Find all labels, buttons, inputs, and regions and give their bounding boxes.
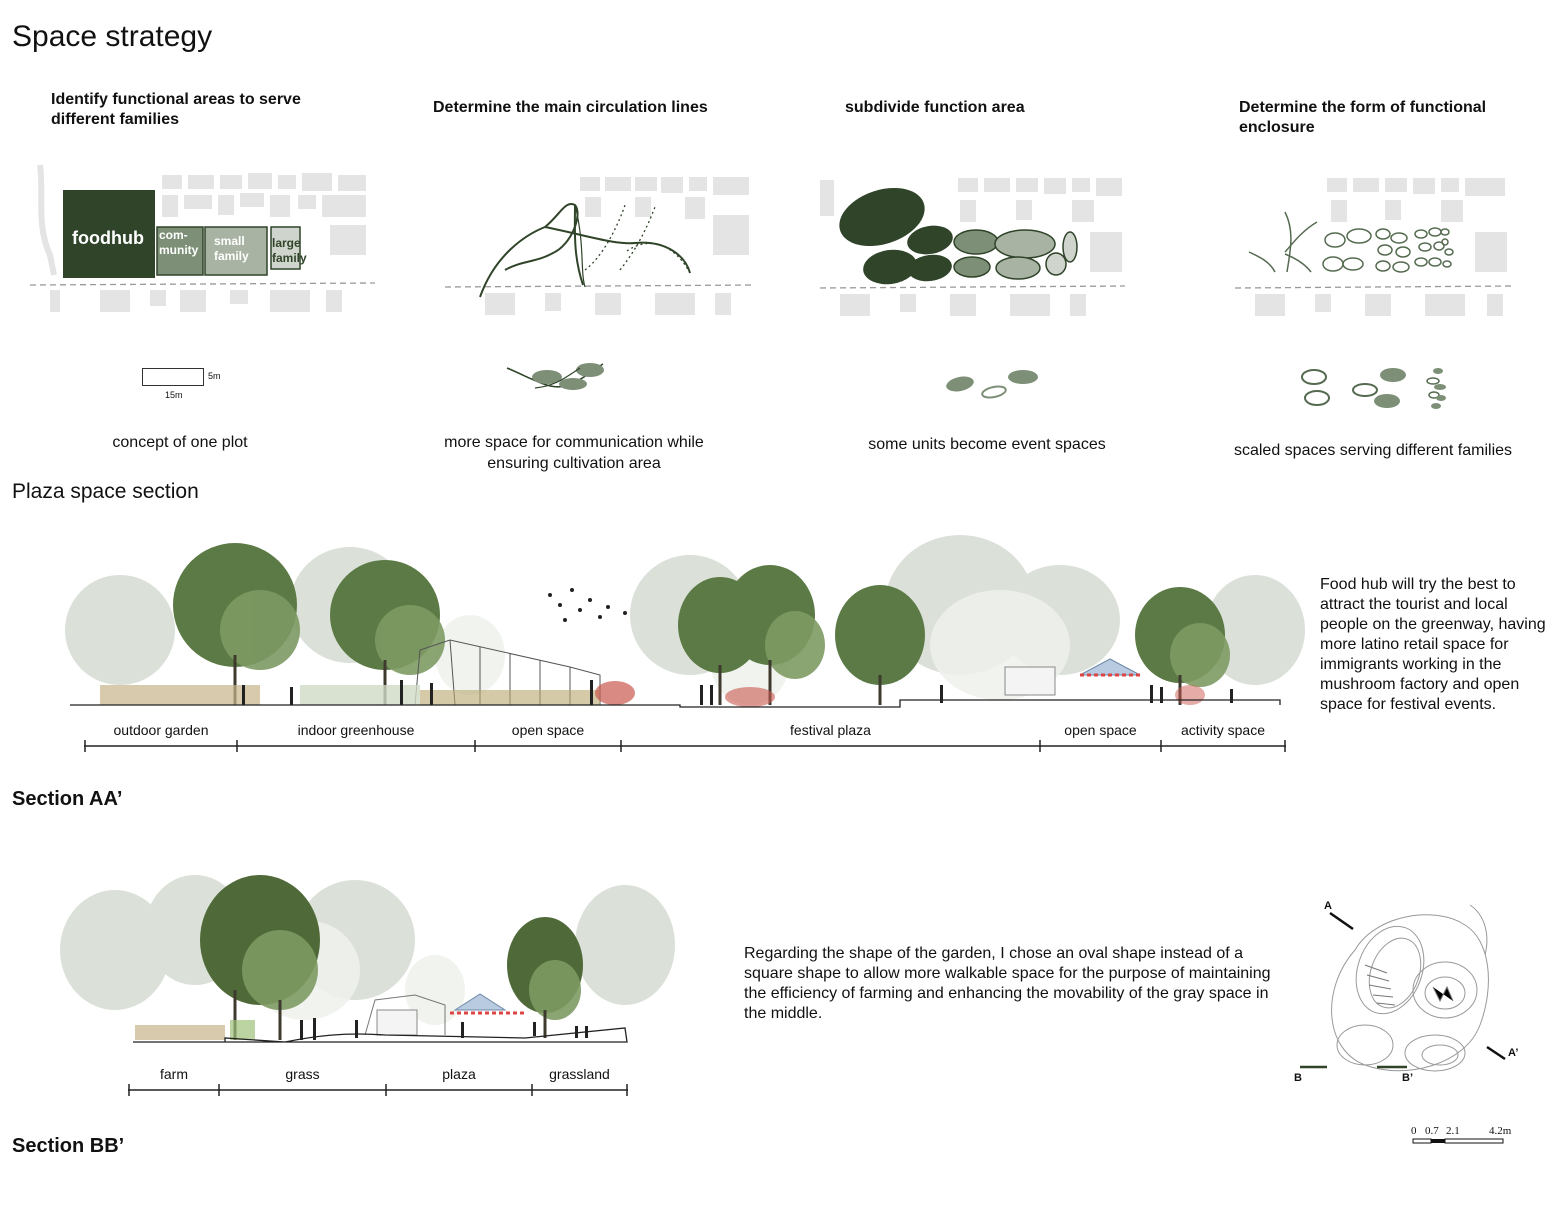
plot-scale-height-label: 5m (208, 371, 221, 381)
step-2-circulation-map (444, 177, 756, 315)
section-bb-zone-grass: grass (285, 1066, 320, 1082)
section-aa-zone-activity-space: activity space (1180, 722, 1266, 738)
section-bb-zone-farm: farm (160, 1066, 188, 1082)
key-plan (1300, 904, 1506, 1072)
section-aa-description: Food hub will try the best to attract th… (1320, 576, 1546, 713)
section-bb-zone-grassland: grassland (549, 1066, 610, 1082)
large-family-block-label: large family (272, 236, 307, 265)
step-3-title: subdivide function area (845, 99, 1025, 116)
section-aa-zone-festival-plaza: festival plaza (790, 722, 871, 738)
section-aa-zone-indoor-greenhouse: indoor greenhouse (297, 722, 415, 738)
foodhub-block-label: foodhub (72, 228, 144, 248)
small-family-block-label: small family (214, 234, 249, 263)
step-2-caption: more space for communication while ensur… (444, 434, 704, 472)
page-title: Space strategy (12, 20, 213, 53)
step-3-unit-diagram (946, 370, 1038, 399)
scale-tick-2-1: 2.1 (1446, 1125, 1460, 1137)
step-2-title: Determine the main circulation lines (433, 99, 708, 116)
section-aa-zone-outdoor-garden: outdoor garden (113, 722, 209, 738)
step-4-title: Determine the form of functional enclosu… (1239, 99, 1487, 136)
community-block-label: com- munity (159, 228, 199, 257)
section-aa-zone-open-space: open space (511, 722, 585, 738)
section-bb-zone-bar (128, 1084, 628, 1096)
plot-scale-width-label: 15m (165, 390, 183, 400)
scale-tick-0-7: 0.7 (1425, 1125, 1439, 1137)
key-plan-marker-a: A (1324, 900, 1332, 912)
step-4-caption: scaled spaces serving different families (1233, 442, 1513, 459)
step-1-site-map (29, 164, 376, 312)
section-bb-title: Section BB’ (12, 1135, 125, 1157)
section-bb-description: Regarding the shape of the garden, I cho… (744, 945, 1271, 1022)
key-plan-marker-b: B (1294, 1072, 1302, 1084)
section-aa-zone-open-space-2: open space (1064, 722, 1137, 738)
key-plan-scale-bar (1412, 1138, 1504, 1144)
section-aa-zone-bar (84, 740, 1286, 752)
scale-tick-0: 0 (1411, 1125, 1417, 1137)
section-aa-title: Section AA’ (12, 788, 123, 810)
section-bb-zone-plaza: plaza (442, 1066, 476, 1082)
step-4-enclosure-map (1234, 178, 1516, 316)
scale-tick-4-2m: 4.2m (1489, 1125, 1512, 1137)
section-bb-illustration (60, 875, 675, 1043)
section-aa-illustration (65, 535, 1305, 708)
step-2-unit-diagram (506, 363, 604, 390)
key-plan-marker-b-prime: B’ (1402, 1072, 1413, 1084)
key-plan-marker-a-prime: A’ (1508, 1047, 1519, 1059)
plot-scale-rectangle (142, 368, 204, 386)
step-1-caption: concept of one plot (112, 434, 248, 451)
step-3-caption: some units become event spaces (868, 436, 1106, 453)
step-3-subdivision-map (819, 178, 1126, 316)
plaza-section-heading: Plaza space section (12, 480, 199, 503)
step-1-title: Identify functional areas to serve diffe… (51, 91, 301, 128)
step-4-unit-diagram (1301, 368, 1446, 409)
